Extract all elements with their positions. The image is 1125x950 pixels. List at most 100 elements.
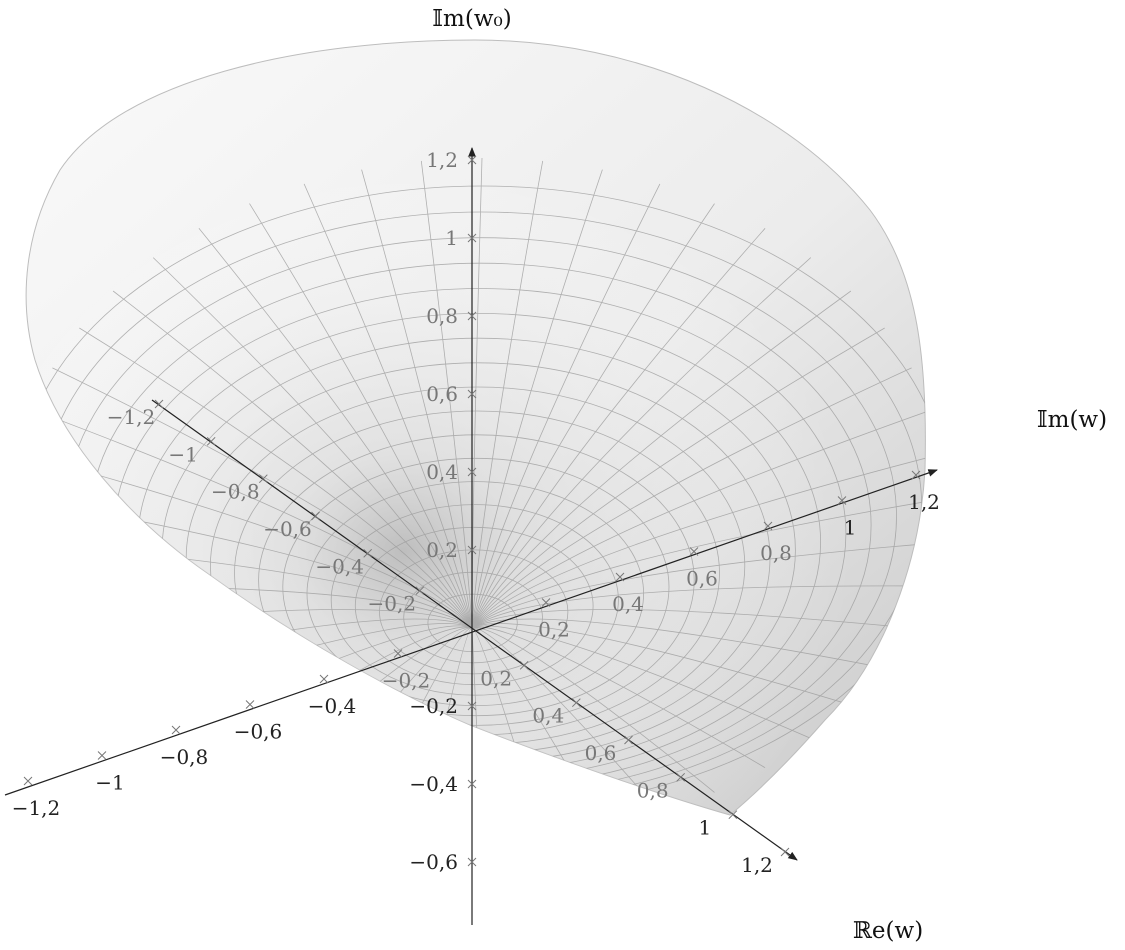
mesh-radial-line xyxy=(79,327,473,629)
im-w0-tick-mark xyxy=(467,545,477,555)
re-w-tick-mark xyxy=(676,772,686,782)
tick-marks: 1,210,80,60,40,2−0,2−0,4−0,61,210,80,60,… xyxy=(12,148,940,877)
mesh-radial-line xyxy=(471,367,912,629)
im-w-tick-label: −0,2 xyxy=(382,669,431,693)
re-w-tick-label: −1 xyxy=(168,442,197,466)
mesh-radial-line xyxy=(471,160,544,629)
mesh-radial-line xyxy=(471,327,885,629)
re-w-tick-label: 0,2 xyxy=(480,666,512,690)
im-w-tick-label: −0,6 xyxy=(234,720,283,744)
re-w-tick-mark xyxy=(728,810,738,820)
mesh-radial-line xyxy=(471,623,852,706)
im-w-tick-mark xyxy=(171,725,181,735)
im-w0-tick-mark xyxy=(467,311,477,321)
im-w-tick-label: −0,8 xyxy=(160,745,209,769)
mesh-radial-line xyxy=(471,453,926,629)
mesh-radial-line xyxy=(471,409,926,629)
axis-im-w xyxy=(4,469,938,796)
im-w0-tick-label: 0,6 xyxy=(426,382,458,406)
im-w0-tick-label: −0,6 xyxy=(409,850,458,874)
im-w0-tick-label: 0,4 xyxy=(426,460,458,484)
im-w-tick-mark xyxy=(245,700,255,709)
re-w-tick-label: 0,8 xyxy=(637,778,669,802)
re-w-tick-mark xyxy=(571,698,581,708)
im-w-tick-mark xyxy=(541,598,551,607)
re-w-tick-mark xyxy=(363,548,373,558)
im-w-tick-label: 1 xyxy=(844,516,857,540)
mesh-radial-line xyxy=(471,169,603,629)
mesh-radial-line xyxy=(52,367,473,629)
mesh-radial-line xyxy=(471,257,812,629)
im-w0-tick-label: −0,4 xyxy=(409,772,458,796)
mesh-radial-line xyxy=(420,160,473,629)
mesh-radial-line xyxy=(471,618,885,669)
im-w-tick-mark xyxy=(319,674,329,684)
mesh-radial-line xyxy=(471,627,661,813)
re-w-tick-mark xyxy=(624,735,633,745)
mesh-radial-line xyxy=(249,203,473,629)
axes xyxy=(4,147,938,925)
mesh-radial-line xyxy=(471,585,926,629)
im-w0-tick-mark xyxy=(467,701,477,711)
axis-title-re-w: ℝe(w) xyxy=(853,918,923,944)
mesh-radial-line xyxy=(32,409,473,629)
im-w0-tick-label: −0,2 xyxy=(409,694,458,718)
re-w-tick-label: −1,2 xyxy=(107,405,156,429)
re-w-tick-mark xyxy=(519,660,529,670)
re-w-tick-label: 0,6 xyxy=(585,741,617,765)
re-w-tick-label: −0,8 xyxy=(211,480,260,504)
im-w0-tick-label: 0,2 xyxy=(426,538,458,562)
mesh-radial-line xyxy=(26,453,473,629)
axis-title-im-w: 𝕀m(w) xyxy=(1037,407,1107,433)
im-w0-tick-mark xyxy=(467,233,477,243)
mesh-radial-line xyxy=(471,497,926,629)
im-w0-tick-label: 1 xyxy=(445,226,458,250)
re-w-tick-mark xyxy=(415,586,425,596)
im-w-tick-mark xyxy=(97,751,107,760)
mesh-radial-line xyxy=(152,257,473,629)
re-w-tick-mark xyxy=(258,474,268,484)
mesh-radial-line xyxy=(471,228,766,629)
re-w-tick-label: −0,2 xyxy=(368,592,417,616)
im-w-tick-label: 0,2 xyxy=(538,618,570,642)
im-w0-tick-mark xyxy=(467,389,477,399)
im-w-tick-mark xyxy=(837,496,847,505)
re-w-tick-label: −0,6 xyxy=(263,517,312,541)
im-w-tick-mark xyxy=(393,649,403,658)
im-w-tick-label: −1 xyxy=(95,771,124,795)
im-w0-tick-mark xyxy=(467,155,477,165)
mesh-radial-line xyxy=(112,290,473,629)
mesh-radial-line xyxy=(471,609,912,629)
im-w0-tick-mark xyxy=(467,467,477,477)
im-w-tick-label: −0,4 xyxy=(308,694,357,718)
im-w0-tick-mark xyxy=(467,779,477,789)
im-w0-tick-label: 0,8 xyxy=(426,304,458,328)
mesh-radial-line xyxy=(198,228,473,629)
im-w-tick-mark xyxy=(911,470,921,480)
im-w-tick-mark xyxy=(689,547,699,556)
im-w-tick-mark xyxy=(763,521,773,531)
mesh-radial-line xyxy=(471,290,852,629)
im-w0-tick-label: 1,2 xyxy=(426,148,458,172)
im-w-tick-mark xyxy=(615,572,625,582)
im-w-tick-label: 0,4 xyxy=(612,592,644,616)
im-w-tick-label: 1,2 xyxy=(908,490,940,514)
mesh-radial-line xyxy=(471,203,715,629)
re-w-tick-mark xyxy=(311,511,320,521)
re-w-tick-label: −0,4 xyxy=(315,554,364,578)
re-w-tick-label: 1,2 xyxy=(741,853,773,877)
re-w-tick-mark xyxy=(154,399,164,409)
re-w-tick-mark xyxy=(780,847,790,857)
mesh-ring xyxy=(379,549,569,675)
mesh-radial-line xyxy=(471,627,715,793)
im-w-tick-label: −1,2 xyxy=(12,796,61,820)
mesh-ring xyxy=(403,571,543,664)
axis-title-im-w0: 𝕀m(w₀) xyxy=(432,6,511,32)
im-w-tick-mark xyxy=(23,776,33,786)
im-w-tick-label: 0,6 xyxy=(686,567,718,591)
re-w-tick-label: 1 xyxy=(698,816,711,840)
axis-re-w xyxy=(151,399,798,861)
mesh-radial-line xyxy=(471,183,661,629)
